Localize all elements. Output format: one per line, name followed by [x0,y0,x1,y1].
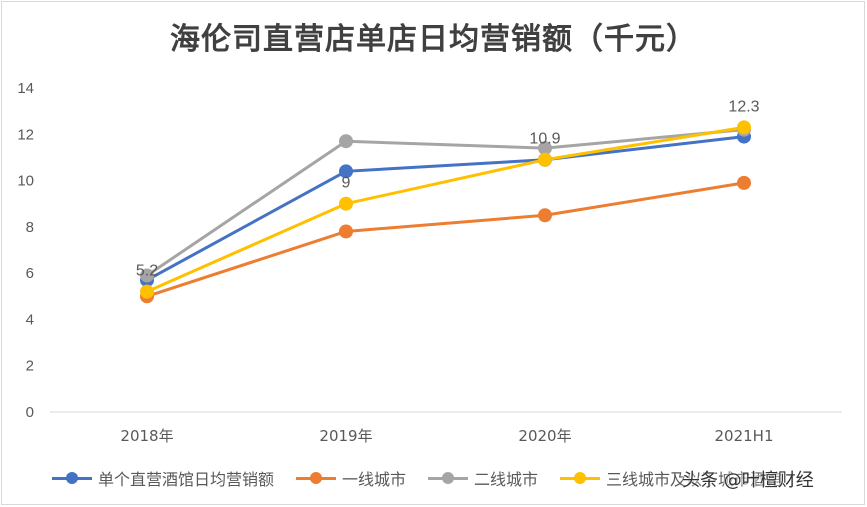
data-label: 9 [342,175,351,192]
legend-marker [296,471,337,485]
x-tick-label: 2020年 [518,427,571,445]
series-line [145,181,746,298]
data-label: 12.3 [728,98,759,115]
y-tick-label: 8 [26,219,34,236]
series-line [145,125,746,294]
watermark: 头条 @叶檀财经 [682,470,814,491]
data-point [140,284,154,299]
legend-marker [52,471,92,485]
data-point [140,268,154,283]
legend-marker [428,471,469,485]
data-point [538,141,552,156]
y-tick-label: 4 [26,311,34,328]
legend-label: 单个直营酒馆日均营销额 [98,470,275,489]
data-point [339,224,353,239]
data-label: 5.2 [136,263,158,280]
x-tick-label: 2019年 [319,427,372,445]
legend-label: 一线城市 [342,470,407,489]
legend-item: 一线城市 [296,466,406,490]
data-label: 10.9 [529,131,560,148]
chart-title: 海伦司直营店单店日均营销额（千元） [170,22,697,57]
y-tick-label: 10 [17,173,34,190]
series-line [145,135,746,282]
series-line [145,128,746,277]
legend-item: 二线城市 [428,466,538,490]
y-tick-label: 12 [17,126,34,143]
data-point [538,208,552,223]
legend-label: 三线城市及以下城市酒馆 [606,470,783,489]
y-tick-label: 2 [26,358,34,375]
data-point [737,175,751,190]
legend-label: 二线城市 [474,470,539,489]
y-tick-label: 0 [26,404,34,421]
y-tick-label: 6 [26,265,34,282]
legend-marker [560,471,601,485]
y-tick-label: 14 [17,80,34,97]
legend-item: 单个直营酒馆日均营销额 [52,466,274,490]
data-point [339,164,353,179]
data-point [339,196,353,211]
data-point [737,120,751,135]
chart-legend: 单个直营酒馆日均营销额 一线城市 二线城市 三线城市及以下城市酒馆 [52,466,804,490]
data-point [538,152,552,167]
x-tick-label: 2021H1 [715,427,774,445]
data-point [339,134,353,149]
legend-item: 三线城市及以下城市酒馆 [560,466,782,490]
x-tick-label: 2018年 [120,427,173,445]
